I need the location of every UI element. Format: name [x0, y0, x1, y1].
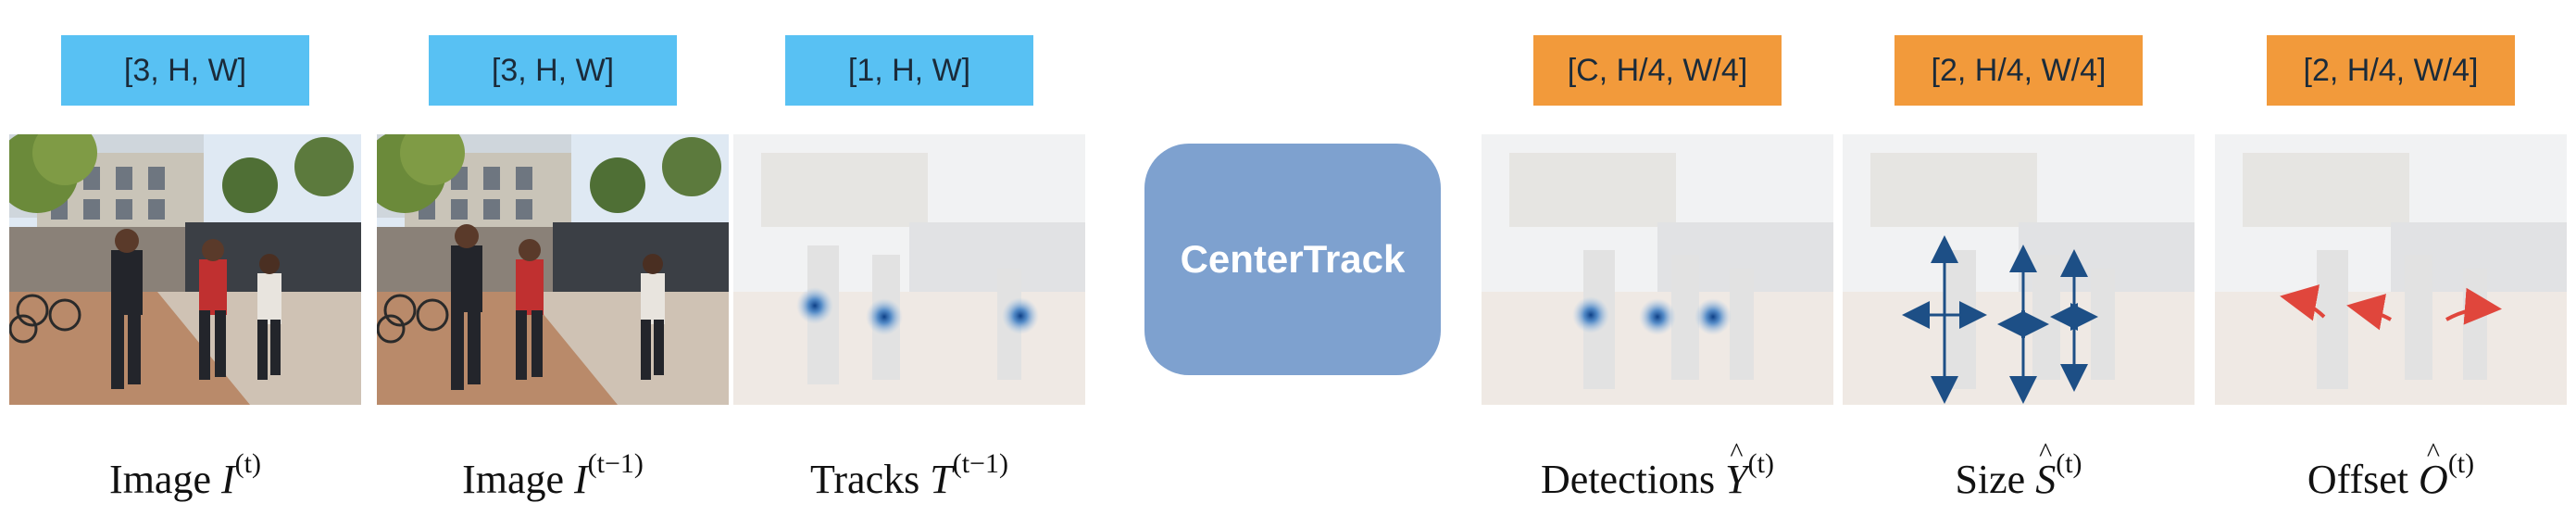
tracks-label: Tracks T(t−1): [810, 448, 1008, 503]
size-panel: [1843, 134, 2195, 405]
centertrack-model-box: CenterTrack: [1144, 144, 1441, 375]
offset-label: Offset O(t): [2307, 450, 2474, 503]
shape-badge-size: [2, H/4, W/4]: [1894, 35, 2143, 106]
detections-panel: [1482, 134, 1833, 405]
image-t-label: Image I(t): [109, 448, 261, 503]
output-column-detections: [C, H/4, W/4] Detections Y(t): [1482, 0, 1833, 528]
shape-badge-image-t-minus-1: [3, H, W]: [429, 35, 677, 106]
size-label: Size S(t): [1955, 450, 2082, 503]
image-t-minus-1-label: Image I(t−1): [462, 448, 644, 503]
input-column-image-t-minus-1: [3, H, W]: [377, 0, 729, 528]
detections-label: Detections Y(t): [1541, 450, 1774, 503]
detections-heatmap-image: [1482, 134, 1833, 405]
image-t-minus-1-panel: [377, 134, 729, 405]
size-arrows-image: [1843, 134, 2195, 405]
offset-panel: [2215, 134, 2567, 405]
model-name: CenterTrack: [1180, 237, 1406, 281]
shape-badge-tracks: [1, H, W]: [785, 35, 1033, 106]
tracks-panel: [733, 134, 1085, 405]
tracks-heatmap-image: [733, 134, 1085, 405]
input-column-image-t: [3, H, W]: [9, 0, 361, 528]
input-column-tracks: [1, H, W] Tracks T(t−1): [733, 0, 1085, 528]
shape-badge-offset: [2, H/4, W/4]: [2267, 35, 2515, 106]
offset-arrows: [2280, 284, 2502, 331]
shape-badge-detections: [C, H/4, W/4]: [1533, 35, 1782, 106]
output-column-offset: [2, H/4, W/4] Offset O(t): [2215, 0, 2567, 528]
shape-badge-image-t: [3, H, W]: [61, 35, 309, 106]
image-t-panel: [9, 134, 361, 405]
street-photo-image: [9, 134, 361, 405]
street-photo-previous-image: [377, 134, 729, 405]
output-column-size: [2, H/4, W/4] S: [1843, 0, 2195, 528]
size-arrows: [1902, 235, 2098, 404]
offset-arrows-image: [2215, 134, 2567, 405]
